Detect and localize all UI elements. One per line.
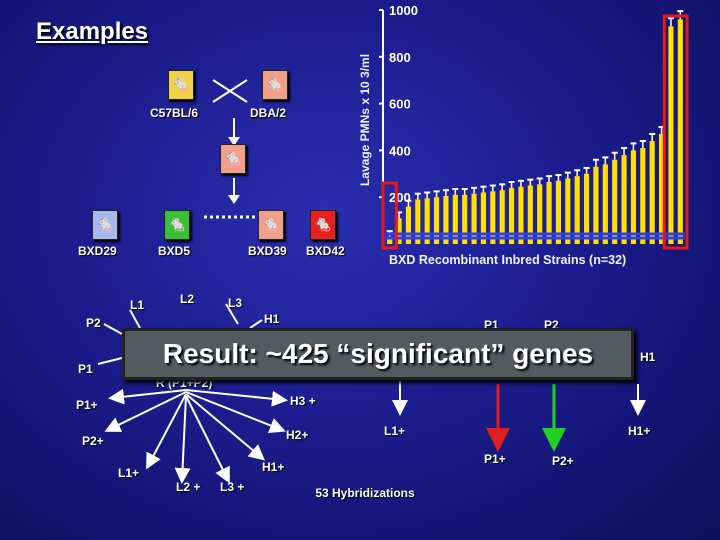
bar [668, 26, 674, 244]
slide-title: Examples [36, 18, 149, 45]
bar [593, 166, 599, 244]
parent-left-label: C57BL/6 [150, 106, 199, 120]
y-tick-label: 1000 [389, 3, 418, 18]
node-h3-plus: H3 + [290, 394, 316, 408]
bar [480, 192, 487, 244]
bar [508, 187, 515, 244]
bar [640, 148, 646, 244]
bxd42-mouse-icon: 🐁 [310, 210, 336, 240]
node-h1: H1 [264, 312, 280, 326]
right-node-h1: H1 [640, 350, 656, 364]
highlight-box [381, 181, 398, 250]
bar [658, 134, 665, 244]
bar [555, 180, 562, 244]
y-tick-label: 800 [389, 50, 411, 65]
bar [621, 155, 627, 244]
highlight-boxes [381, 14, 689, 250]
left-node-arrows [97, 303, 288, 484]
bar [518, 186, 524, 244]
bxd39-mouse-icon: 🐁 [258, 210, 284, 240]
bar [649, 141, 655, 244]
y-axis-label: Lavage PMNs x 10 3/ml [358, 54, 372, 186]
node-p1-plus: P1+ [76, 398, 98, 412]
node-h2-plus: H2+ [286, 428, 309, 442]
bar [462, 194, 468, 244]
parent-right-label: DBA/2 [250, 106, 287, 120]
right-node-arrows [392, 378, 646, 452]
bar [424, 198, 430, 244]
x-axis-label: BXD Recombinant Inbred Strains (n=32) [389, 253, 626, 267]
y-tick-label: 200 [389, 190, 411, 205]
node-p2: P2 [86, 316, 101, 330]
right-node-p1-plus: P1+ [484, 452, 506, 466]
f1-mouse-icon: 🐁 [220, 144, 246, 174]
bar [565, 178, 571, 244]
bxd5-mouse-icon: 🐁 [164, 210, 190, 240]
highlight-box [662, 14, 689, 250]
node-h1-plus: H1+ [262, 460, 285, 474]
node-l3: L3 [228, 296, 243, 310]
bar [583, 173, 590, 244]
bar [452, 194, 458, 244]
c57bl6-mouse-icon: 🐁 [168, 70, 194, 100]
dba2-mouse-icon: 🐁 [262, 70, 288, 100]
y-axis: 200 400 600 800 1000 [379, 3, 418, 244]
strain-label: BXD29 [78, 244, 117, 258]
bar [527, 185, 533, 244]
right-node-h1-plus: H1+ [628, 424, 651, 438]
bar [405, 206, 412, 244]
right-node-l1-plus: L1+ [384, 424, 406, 438]
bar [602, 164, 608, 244]
strain-label: BXD42 [306, 244, 345, 258]
strain-label: BXD39 [248, 244, 287, 258]
node-l3-plus: L3 + [220, 480, 245, 494]
bar [443, 196, 449, 244]
bar-series [385, 10, 685, 244]
bar [490, 191, 496, 244]
node-l1: L1 [130, 298, 145, 312]
bar [677, 19, 683, 244]
pmn-bar-chart: 200 400 600 800 1000 Lavage PMNs x 10 3/ml B… [358, 3, 689, 267]
node-l2-plus: L2 + [176, 480, 201, 494]
y-tick-label: 400 [389, 143, 411, 158]
bar [433, 197, 440, 244]
node-p2-plus: P2+ [82, 434, 104, 448]
bar [415, 199, 421, 244]
right-node-p2-plus: P2+ [552, 454, 574, 468]
bar [630, 150, 637, 244]
bar [387, 236, 393, 244]
hybridization-count: 53 Hybridizations [315, 486, 415, 500]
node-l2: L2 [180, 292, 195, 306]
cross-lines [204, 79, 256, 219]
node-l1-plus: L1+ [118, 466, 140, 480]
bxd29-mouse-icon: 🐁 [92, 210, 118, 240]
node-p1: P1 [78, 362, 93, 376]
strain-label: BXD5 [158, 244, 191, 258]
y-tick-label: 600 [389, 97, 411, 112]
bar [396, 218, 402, 244]
bar [499, 190, 505, 244]
bar [471, 193, 477, 244]
bar [537, 184, 543, 244]
bar [612, 159, 618, 244]
bar [574, 176, 580, 244]
bar [546, 181, 552, 244]
result-banner: Result: ~425 “significant” genes [122, 328, 634, 380]
